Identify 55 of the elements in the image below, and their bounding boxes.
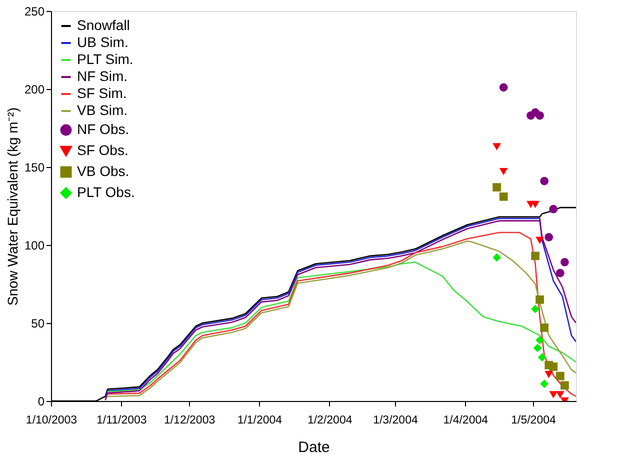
legend-label: Snowfall (77, 17, 130, 33)
point (556, 391, 564, 398)
point (499, 83, 508, 92)
x-axis-title: Date (298, 439, 330, 456)
point (560, 258, 569, 266)
x-tick-label: 1/11/2003 (96, 414, 147, 426)
point (536, 236, 544, 244)
point (556, 268, 564, 278)
point (538, 353, 546, 362)
point (531, 304, 540, 314)
legend-label: PLT Obs. (77, 184, 135, 200)
legend-label: SF Sim. (77, 85, 127, 101)
legend-label: NF Sim. (77, 68, 128, 84)
point (556, 372, 564, 380)
x-tick-label: 1/1/2004 (237, 414, 283, 426)
point (531, 200, 540, 208)
point (544, 233, 554, 242)
y-axis-title: Snow Water Equivalent (kg m⁻²) (4, 107, 20, 306)
point (492, 253, 501, 262)
point (560, 381, 569, 390)
point (492, 143, 501, 150)
legend-label: VB Sim. (77, 102, 128, 118)
point (536, 111, 544, 120)
point (533, 344, 542, 352)
legend-label: VB Obs. (77, 163, 130, 179)
y-tick-label: 250 (24, 4, 45, 18)
point (540, 176, 548, 186)
line-series (106, 262, 576, 392)
x-tick-label: 1/12/2003 (164, 414, 216, 426)
x-tick-label: 1/5/2004 (511, 414, 556, 426)
point (549, 362, 558, 371)
point (549, 391, 558, 398)
point (540, 323, 549, 332)
point (544, 370, 554, 378)
point (499, 192, 508, 201)
x-tick-label: 1/3/2004 (373, 414, 418, 426)
legend-label: NF Obs. (77, 121, 130, 137)
x-tick-label: 1/10/2003 (26, 414, 78, 426)
x-tick-label: 1/4/2004 (443, 414, 489, 426)
point (492, 183, 501, 192)
point (536, 336, 544, 344)
y-tick-label: 0 (38, 394, 45, 408)
point (536, 295, 544, 304)
legend-label: SF Obs. (77, 142, 128, 158)
y-tick-label: 100 (24, 238, 45, 252)
y-tick-label: 50 (31, 316, 45, 330)
y-tick-label: 150 (24, 160, 45, 174)
point (549, 204, 558, 214)
y-tick-label: 200 (24, 82, 45, 96)
legend-label: UB Sim. (77, 34, 128, 50)
point (540, 380, 548, 388)
point (531, 252, 540, 260)
point (499, 168, 508, 176)
x-tick-label: 1/2/2004 (307, 414, 353, 426)
legend-label: PLT Sim. (77, 51, 134, 67)
